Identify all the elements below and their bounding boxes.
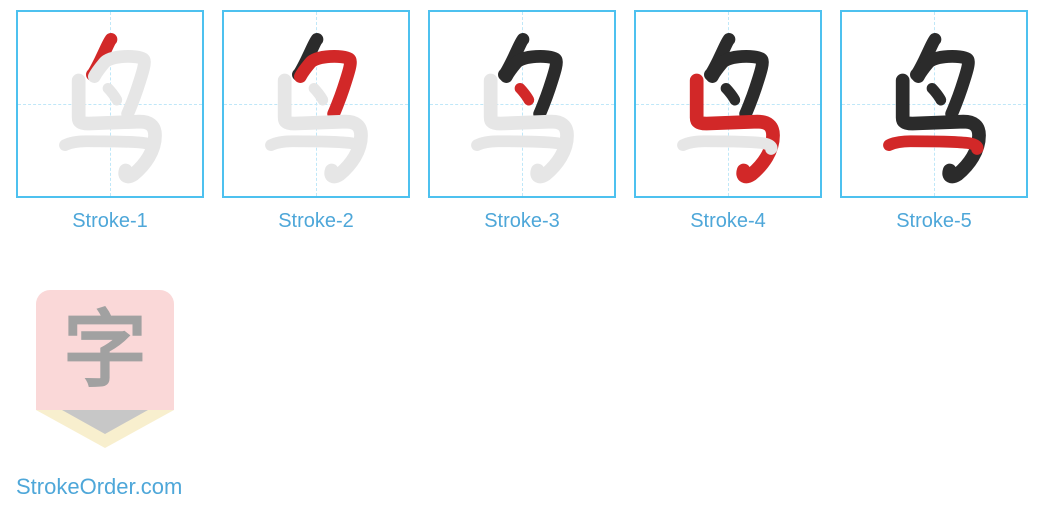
glyph-5 <box>842 12 1026 196</box>
logo-card: 字 <box>36 290 174 410</box>
watermark-text: StrokeOrder.com <box>16 474 182 500</box>
stroke-cell-4: Stroke-4 <box>634 10 822 233</box>
stroke-path-3 <box>108 88 117 100</box>
stroke-path-2 <box>918 56 968 113</box>
stroke-path-2 <box>300 56 350 113</box>
stroke-label-3: Stroke-3 <box>484 210 560 233</box>
stroke-path-5 <box>271 141 360 149</box>
stroke-path-3 <box>314 88 323 100</box>
stroke-path-5 <box>65 141 154 149</box>
stroke-path-5 <box>683 141 772 149</box>
stroke-tile-1 <box>16 10 204 198</box>
stroke-cell-5: Stroke-5 <box>840 10 1028 233</box>
stroke-label-4: Stroke-4 <box>690 210 766 233</box>
stroke-path-5 <box>477 141 566 149</box>
glyph-2 <box>224 12 408 196</box>
stroke-cell-2: Stroke-2 <box>222 10 410 233</box>
stroke-tile-4 <box>634 10 822 198</box>
stroke-order-row: Stroke-1 Stroke-2 Stroke-3 Stroke-4 Stroke-5 <box>0 0 1050 233</box>
stroke-tile-3 <box>428 10 616 198</box>
stroke-path-3 <box>726 88 735 100</box>
stroke-cell-1: Stroke-1 <box>16 10 204 233</box>
logo-char: 字 <box>63 308 147 392</box>
site-logo: 字 <box>36 290 174 460</box>
glyph-1 <box>18 12 202 196</box>
stroke-tile-5 <box>840 10 1028 198</box>
stroke-label-2: Stroke-2 <box>278 210 354 233</box>
glyph-4 <box>636 12 820 196</box>
stroke-path-2 <box>712 56 762 113</box>
stroke-label-5: Stroke-5 <box>896 210 972 233</box>
logo-pencil-tip <box>62 410 148 434</box>
stroke-label-1: Stroke-1 <box>72 210 148 233</box>
stroke-cell-3: Stroke-3 <box>428 10 616 233</box>
stroke-path-2 <box>506 56 556 113</box>
stroke-path-2 <box>94 56 144 113</box>
stroke-path-3 <box>932 88 941 100</box>
stroke-path-5 <box>889 141 978 149</box>
stroke-path-3 <box>520 88 529 100</box>
stroke-tile-2 <box>222 10 410 198</box>
glyph-3 <box>430 12 614 196</box>
